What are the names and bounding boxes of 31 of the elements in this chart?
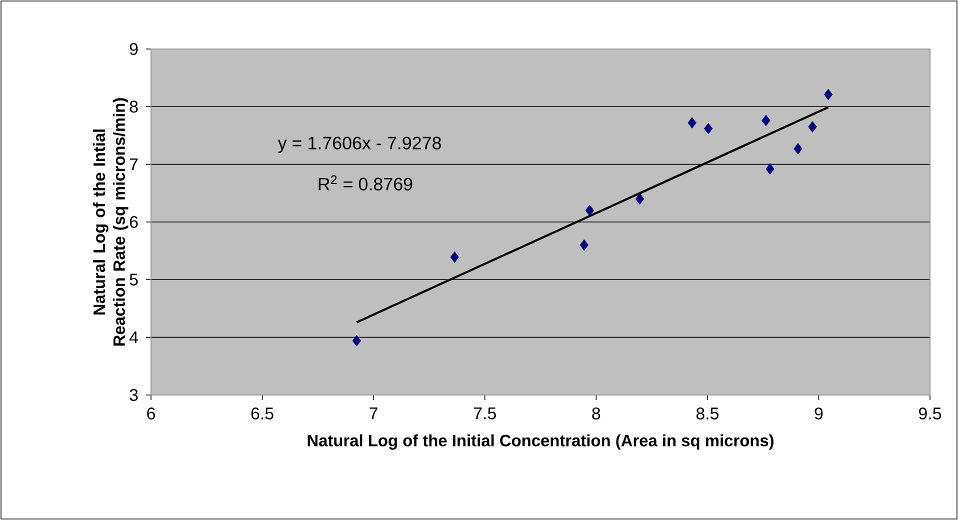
annotation: R$^{2}$ = 0.8769 (318, 175, 412, 190)
y-tick-label: 3 (130, 388, 138, 401)
x-tick-label: 8 (592, 408, 600, 420)
point (352, 335, 361, 346)
x-tick-label: 7 (370, 408, 378, 420)
point (688, 117, 696, 128)
x-tick-label: 8.5 (696, 408, 718, 420)
x-tick-label: 9 (814, 408, 823, 420)
x-tick-label: 6.5 (251, 408, 274, 420)
y-tick-label: 4 (129, 331, 138, 344)
point (808, 121, 817, 133)
x-axis-title: Natural Log of the Initial Concentration (Area in sq microns) (308, 434, 774, 450)
point (585, 204, 594, 216)
y-tick-label: 9 (130, 42, 138, 55)
point (635, 193, 644, 205)
point (450, 251, 459, 263)
point (762, 114, 770, 126)
x-tick-label: 6 (147, 408, 155, 420)
point (794, 143, 802, 154)
y-tick-label: 6 (130, 216, 138, 228)
point (580, 239, 588, 251)
y-tick-label: 5 (130, 274, 138, 286)
point (704, 122, 713, 134)
y-axis-title: Natural Log of the Intial Reaction Rate (sq microns/min) (92, 98, 128, 346)
y-tick-label: 8 (130, 100, 138, 113)
point (824, 88, 833, 100)
point (766, 163, 774, 175)
annotation: y = 1.7606x - 7.9278 (278, 136, 441, 153)
y-tick-label: 7 (130, 158, 138, 170)
x-tick-label: 9.5 (919, 408, 942, 420)
x-tick-label: 7.5 (474, 408, 496, 420)
